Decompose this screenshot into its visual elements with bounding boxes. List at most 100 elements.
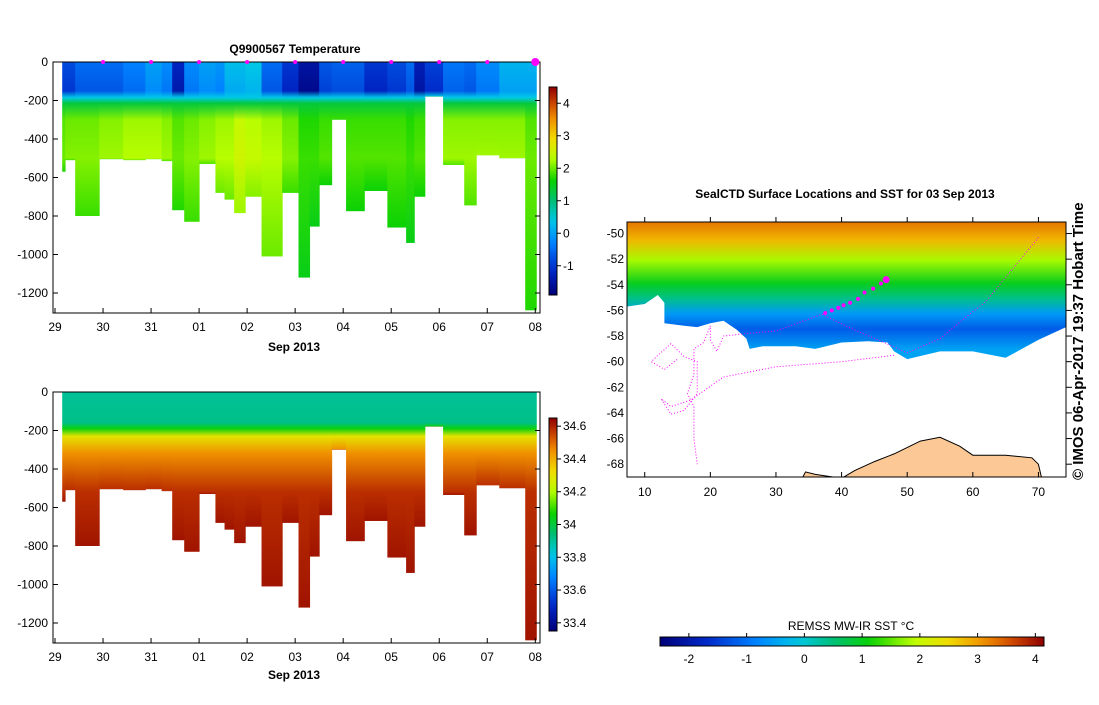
- sea-ice-mask: [627, 295, 1066, 477]
- profile-column: [414, 392, 426, 527]
- lat-tick-label: -66: [607, 432, 625, 446]
- track-point: [871, 286, 876, 291]
- map-axes: [626, 221, 1067, 478]
- antarctica-land: [802, 436, 1042, 477]
- profile-column: [476, 62, 500, 156]
- profile-column: [99, 62, 124, 160]
- salinity-xlabel: Sep 2013: [268, 668, 320, 682]
- profile-column: [298, 392, 311, 608]
- x-tick-label: 31: [144, 320, 158, 334]
- x-tick-label: 29: [48, 320, 62, 334]
- profile-column: [364, 392, 388, 521]
- x-tick-label: 08: [529, 320, 543, 334]
- profile-column: [75, 392, 100, 546]
- y-tick-label: -800: [24, 209, 48, 223]
- profile-column: [443, 62, 465, 165]
- colorbar-tick-label: 34.2: [563, 485, 587, 499]
- profile-column: [282, 392, 300, 523]
- temperature-xlabel: Sep 2013: [268, 340, 320, 354]
- track-point: [836, 305, 841, 310]
- sst-colorbar-tick-label: -2: [684, 652, 695, 666]
- colorbar-tick-label: -1: [563, 259, 574, 273]
- profile-column: [406, 392, 415, 573]
- y-tick-label: -1200: [17, 616, 48, 630]
- profile-column: [387, 62, 407, 228]
- track-point: [823, 310, 828, 315]
- profile-marker: [149, 60, 154, 64]
- y-tick-label: -600: [24, 171, 48, 185]
- profile-column: [414, 62, 426, 197]
- x-tick-label: 05: [385, 320, 399, 334]
- salinity-x-ticks: 29 30 31 01 02 03 04 05 06 07 08: [48, 638, 542, 664]
- profile-column: [261, 62, 283, 257]
- map-title: SealCTD Surface Locations and SST for 03…: [695, 187, 995, 201]
- profile-column: [261, 392, 283, 587]
- lat-tick-label: -64: [607, 406, 625, 420]
- track-latest-point: [882, 276, 890, 284]
- lat-tick-label: -62: [607, 380, 625, 394]
- sst-colorbar-tick-label: 2: [917, 652, 924, 666]
- x-tick-label: 30: [96, 650, 110, 664]
- x-tick-label: 05: [385, 650, 399, 664]
- colorbar-scale: [548, 86, 558, 296]
- sst-colorbar-tick-label: 1: [859, 652, 866, 666]
- profile-column: [65, 62, 76, 161]
- colorbar-scale: [548, 417, 558, 632]
- x-tick-label: 03: [288, 650, 302, 664]
- lon-tick-label: 30: [769, 485, 783, 499]
- profile-column: [161, 392, 173, 492]
- profile-column: [145, 62, 163, 160]
- profile-column: [234, 62, 246, 214]
- profile-column: [319, 62, 333, 186]
- profile-column: [424, 392, 444, 427]
- profile-column: [346, 62, 365, 212]
- y-tick-label: 0: [41, 55, 48, 69]
- lat-tick-label: -58: [607, 329, 625, 343]
- salinity-panel: 0 -200 -400 -600 -800 -1000 -1200 29 30 31 01 02 03…: [17, 385, 586, 682]
- profile-column: [525, 62, 537, 311]
- profile-marker: [485, 60, 490, 64]
- lat-tick-label: -54: [607, 278, 625, 292]
- profile-column: [309, 392, 320, 557]
- profile-column: [199, 392, 216, 495]
- profile-column: [172, 62, 185, 211]
- profile-column: [184, 392, 200, 552]
- x-tick-label: 03: [288, 320, 302, 334]
- x-tick-label: 07: [481, 650, 495, 664]
- lat-tick-label: -52: [607, 252, 625, 266]
- profile-column: [62, 392, 66, 502]
- profile-column: [245, 392, 263, 527]
- profile-column: [245, 62, 263, 197]
- profile-column: [499, 62, 526, 159]
- y-tick-label: -400: [24, 462, 48, 476]
- profile-column: [161, 62, 173, 162]
- colorbar-tick-label: 33.4: [563, 616, 587, 630]
- profile-column: [443, 392, 465, 495]
- profile-marker: [389, 60, 394, 64]
- track-point: [841, 303, 846, 308]
- y-tick-label: -1200: [17, 286, 48, 300]
- y-tick-label: -1000: [17, 578, 48, 592]
- y-tick-label: -200: [24, 94, 48, 108]
- profile-column: [145, 392, 163, 490]
- lon-tick-label: 10: [638, 485, 652, 499]
- y-tick-label: -200: [24, 424, 48, 438]
- sst-map-panel: SealCTD Surface Locations and SST for 03…: [607, 187, 1087, 666]
- lon-tick-label: 60: [966, 485, 980, 499]
- lat-tick-label: -60: [607, 355, 625, 369]
- lon-tick-label: 50: [901, 485, 915, 499]
- colorbar-tick-label: 2: [563, 161, 570, 175]
- x-tick-label: 01: [192, 320, 206, 334]
- profile-column: [123, 392, 146, 491]
- profile-column: [224, 62, 235, 200]
- profile-column: [298, 62, 311, 278]
- x-tick-label: 31: [144, 650, 158, 664]
- profile-marker: [293, 60, 298, 64]
- colorbar-tick-label: 33.6: [563, 583, 587, 597]
- profile-column: [65, 392, 76, 491]
- profile-marker: [101, 60, 106, 64]
- seal-tracks: [650, 237, 1039, 465]
- sst-colorbar: -2 -1 0 1 2 3 4: [659, 633, 1045, 666]
- colorbar-tick-label: 34.4: [563, 452, 587, 466]
- lon-tick-label: 70: [1032, 485, 1046, 499]
